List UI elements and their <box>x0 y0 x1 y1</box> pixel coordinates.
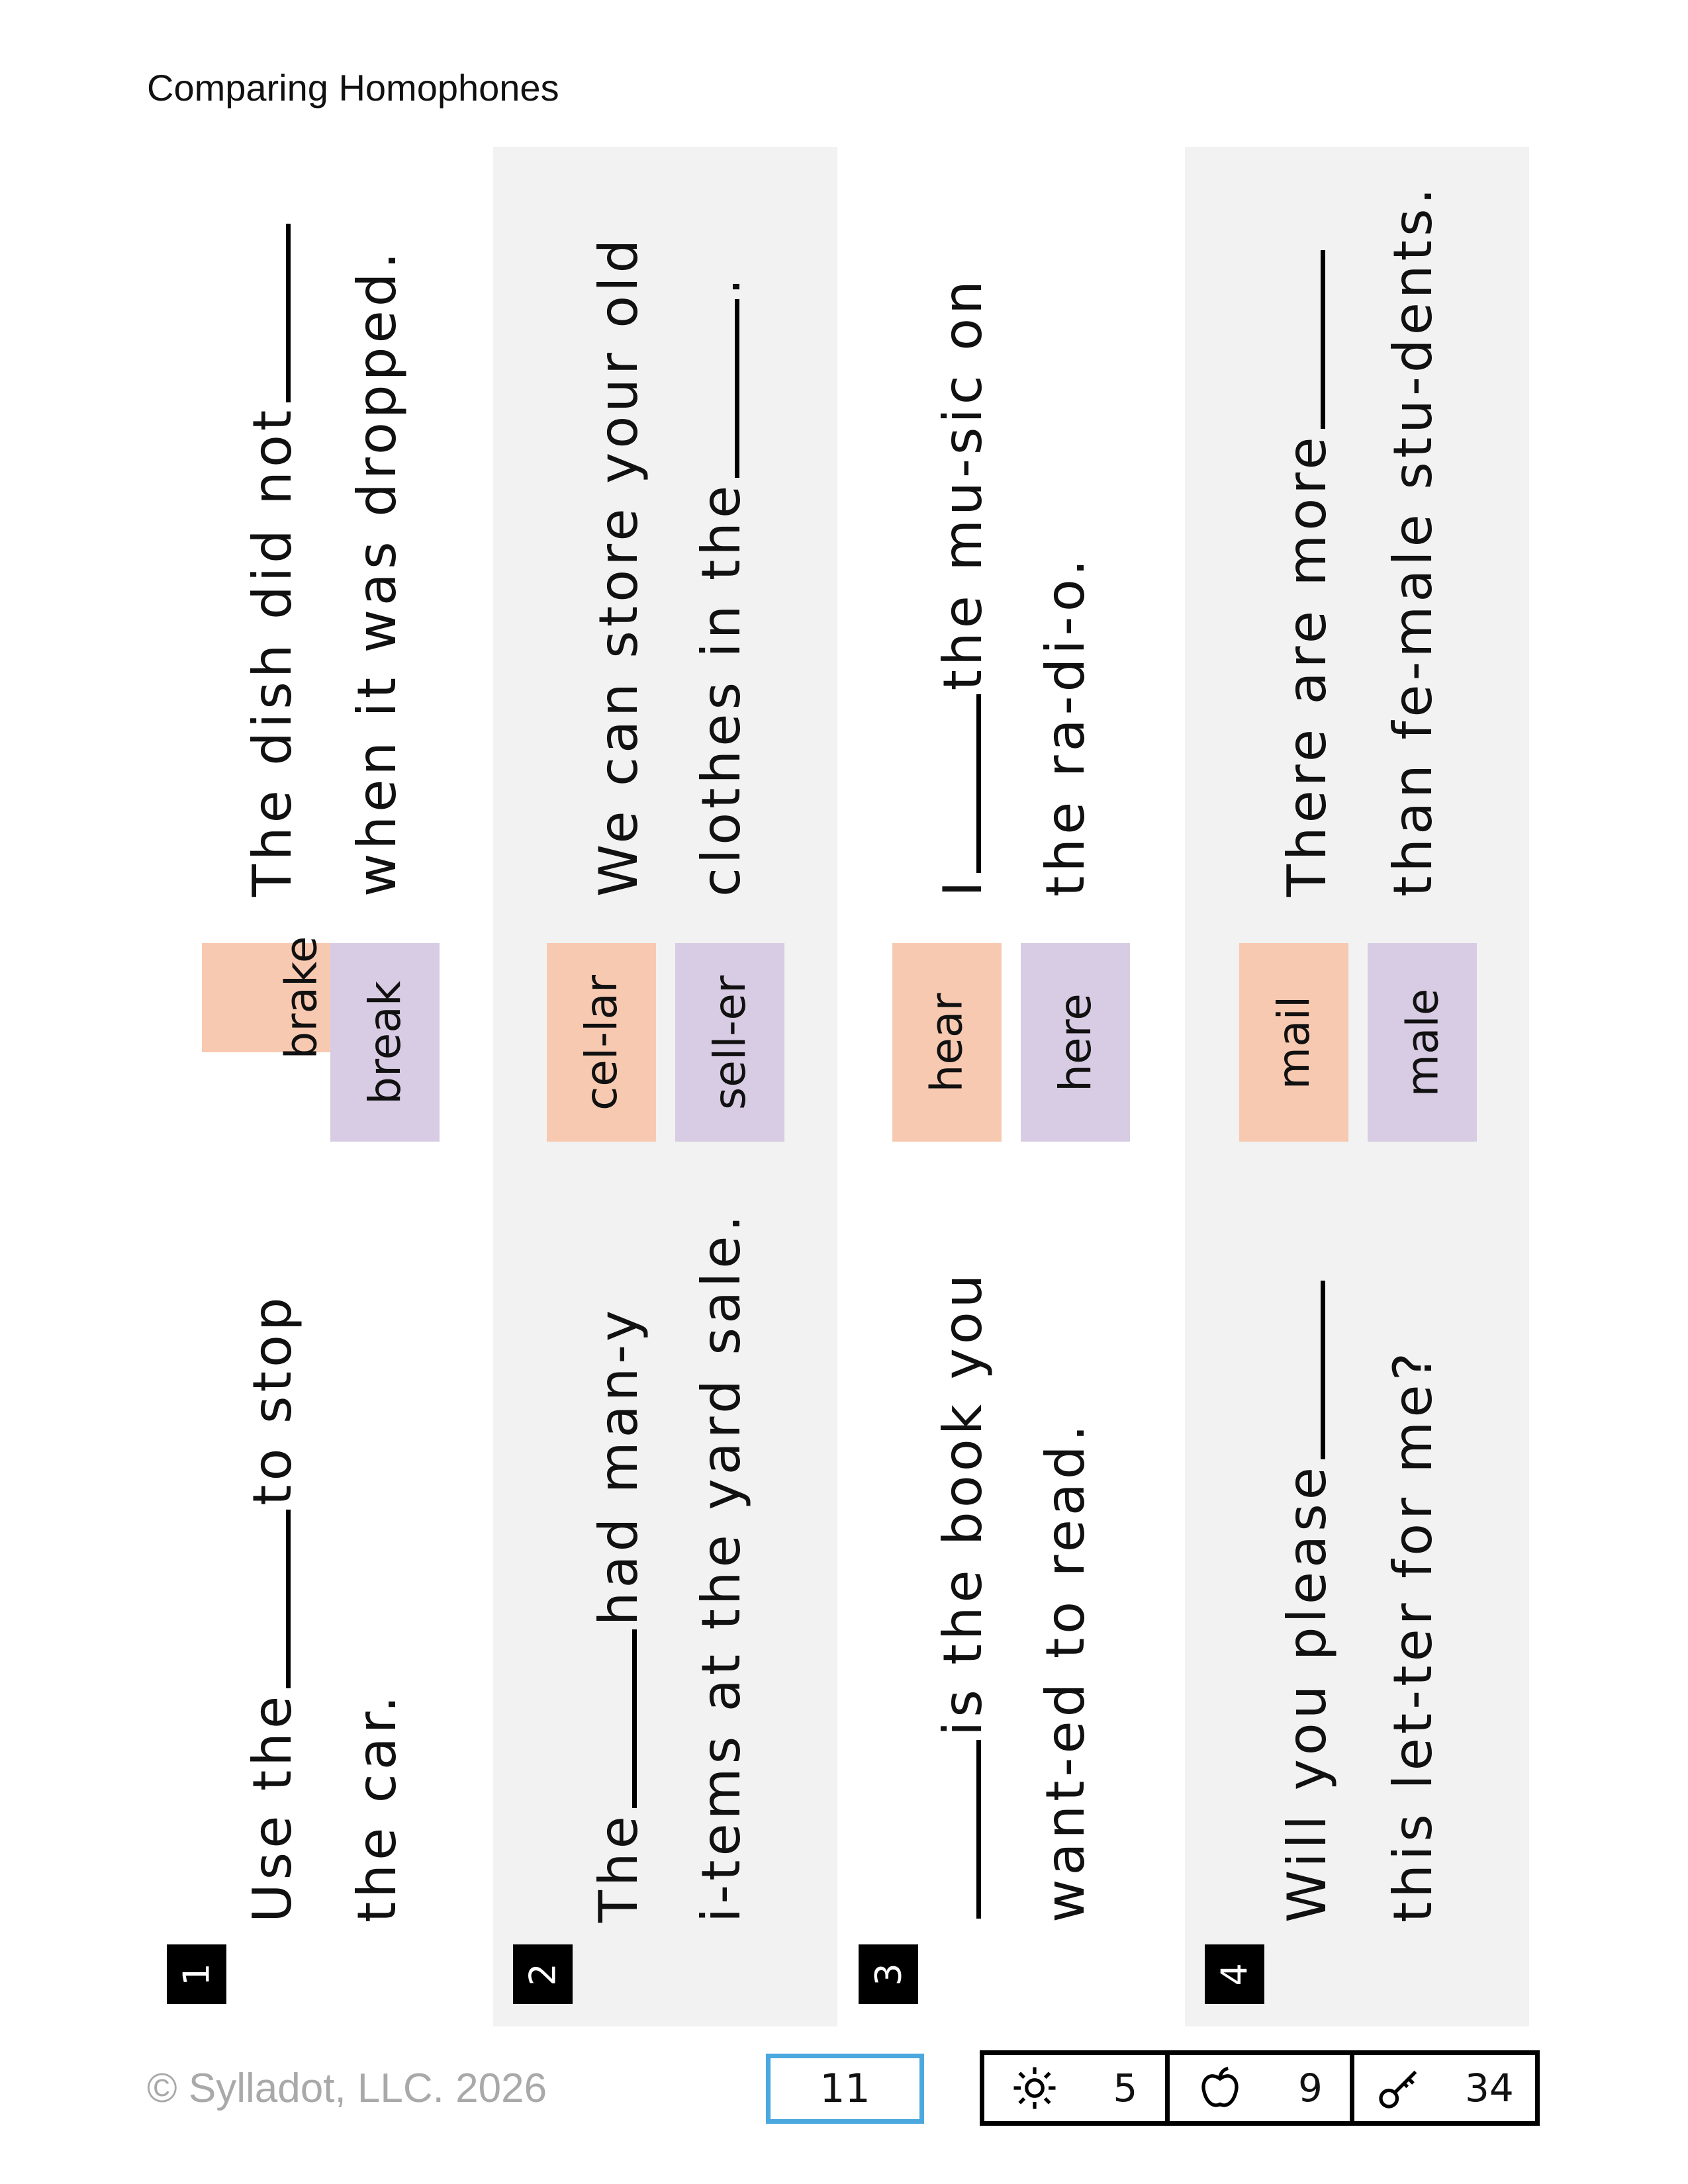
answer-blank[interactable] <box>937 694 981 874</box>
item-2-band <box>493 147 837 2026</box>
item-number-badge: 4 <box>1205 1944 1264 2004</box>
choice-card-b[interactable]: sell-er <box>675 943 784 1142</box>
choice-card-b[interactable]: male <box>1368 943 1477 1142</box>
sentence-b-line1: We can store your old <box>588 235 649 897</box>
stat-sun: 5 <box>984 2055 1170 2121</box>
sentence-a-line2: this let-ter for me? <box>1382 1348 1444 1923</box>
stat-apple: 9 <box>1170 2055 1355 2121</box>
page-number-box: 11 <box>766 2054 924 2124</box>
sentence-b-line2: than fe-male stu-dents. <box>1382 183 1444 897</box>
sentence-b-line1: There are more <box>1276 246 1338 897</box>
stats-box: 5 9 34 <box>980 2050 1540 2126</box>
sentence-a-line2: i-tems at the yard sale. <box>690 1211 752 1923</box>
page-title: Comparing Homophones <box>147 67 559 109</box>
sentence-b-line1: Ithe mu-sic on <box>932 277 994 897</box>
copyright-text: © Sylladot, LLC. 2026 <box>147 2066 547 2111</box>
answer-blank[interactable] <box>246 1509 291 1688</box>
sentence-a-line2: want-ed to read. <box>1035 1420 1096 1923</box>
item-4-band <box>1185 147 1529 2026</box>
choice-card-b[interactable]: break <box>330 943 440 1142</box>
stat-value: 9 <box>1297 2066 1323 2111</box>
sentence-b-line2: the ra-di-o. <box>1035 555 1096 897</box>
sentence-b-line2: clothes in the. <box>690 274 752 897</box>
page-number: 11 <box>820 2066 870 2112</box>
stat-value: 34 <box>1464 2066 1514 2111</box>
sentence-a-line1: Will you please <box>1276 1277 1338 1923</box>
sentence-a-line1: Use theto stop <box>242 1293 303 1923</box>
sentence-a-line1: Thehad man-y <box>588 1306 649 1923</box>
sentence-b-line1: The dish did not <box>242 220 303 897</box>
answer-blank[interactable] <box>695 298 739 478</box>
item-number-badge: 1 <box>167 1944 226 2004</box>
choice-card-a[interactable]: mail <box>1239 943 1348 1142</box>
sun-icon <box>1013 2067 1056 2109</box>
choice-card-b[interactable]: here <box>1021 943 1130 1142</box>
item-number-badge: 3 <box>859 1944 918 2004</box>
sentence-b-line2: when it was dropped. <box>346 248 408 897</box>
sentence-a-line2: the car. <box>346 1692 408 1923</box>
stat-value: 5 <box>1113 2066 1138 2111</box>
sentence-a-line1: is the book you <box>932 1271 994 1923</box>
apple-icon <box>1201 2066 1239 2107</box>
item-number-badge: 2 <box>513 1944 573 2004</box>
stat-key: 34 <box>1354 2055 1535 2121</box>
key-icon <box>1378 2070 1417 2109</box>
choice-card-a[interactable]: cel-lar <box>547 943 656 1142</box>
answer-blank[interactable] <box>937 1740 981 1919</box>
answer-blank[interactable] <box>1281 1280 1325 1459</box>
answer-blank[interactable] <box>1281 250 1325 430</box>
choice-card-a[interactable]: hear <box>892 943 1002 1142</box>
answer-blank[interactable] <box>592 1629 637 1809</box>
answer-blank[interactable] <box>246 223 291 402</box>
